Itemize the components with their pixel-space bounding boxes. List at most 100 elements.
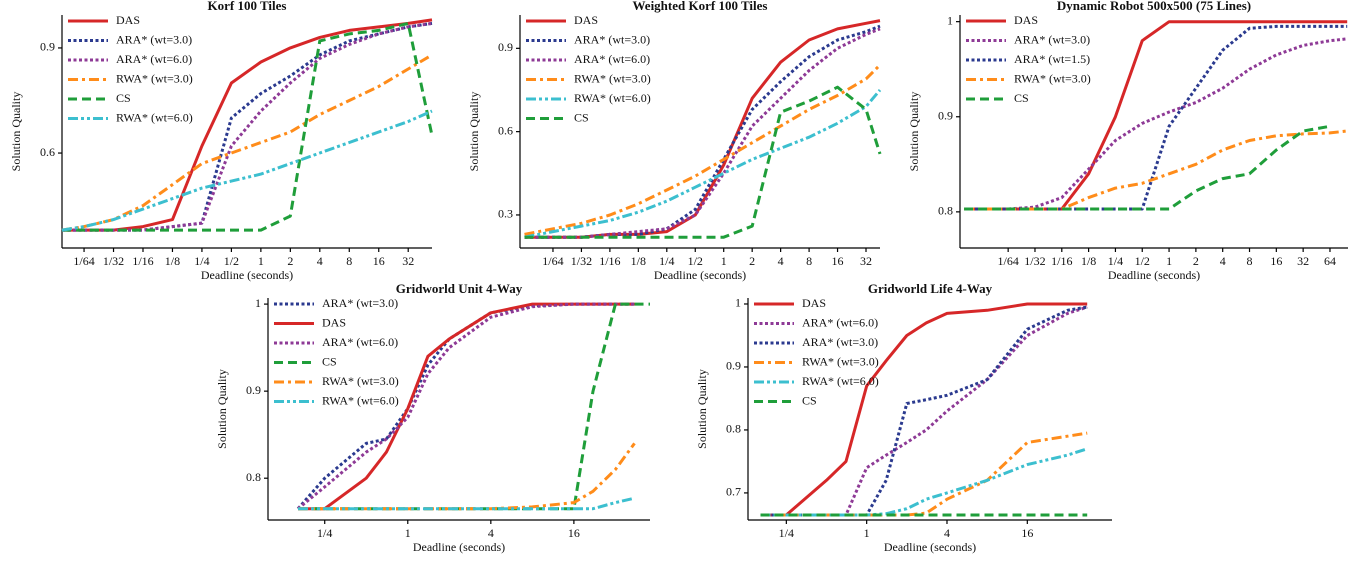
y-tick-label: 0.9 xyxy=(726,359,741,373)
series-line xyxy=(524,85,882,239)
x-tick-label: 1/16 xyxy=(132,254,153,268)
chart-title: Dynamic Robot 500x500 (75 Lines) xyxy=(1057,0,1251,13)
y-axis-label: Solution Quality xyxy=(9,92,23,172)
series-line xyxy=(964,129,1348,211)
y-axis-label: Solution Quality xyxy=(907,92,921,172)
x-tick-label: 1/64 xyxy=(997,254,1018,268)
y-tick-label: 0.6 xyxy=(498,123,513,137)
legend-label: RWA* (wt=3.0) xyxy=(802,354,879,368)
x-tick-label: 8 xyxy=(806,254,812,268)
x-tick-label: 1/64 xyxy=(542,254,563,268)
x-tick-label: 1/4 xyxy=(194,254,209,268)
chart: Korf 100 Tiles 0.6 0.9 1/64 1/32 1/16 1/8 1/4 1/… xyxy=(9,0,434,282)
x-tick-label: 1/8 xyxy=(1081,254,1096,268)
legend-label: DAS xyxy=(116,13,140,27)
x-tick-label: 1/2 xyxy=(1135,254,1150,268)
series-line xyxy=(297,302,635,510)
series-line xyxy=(62,21,434,232)
series-line xyxy=(760,431,1088,517)
legend-label: ARA* (wt=6.0) xyxy=(322,335,398,349)
x-tick-label: 32 xyxy=(402,254,414,268)
legend-label: RWA* (wt=3.0) xyxy=(574,71,651,85)
legend-label: CS xyxy=(1014,91,1029,105)
series-line xyxy=(61,109,433,232)
legend-label: DAS xyxy=(1014,13,1038,27)
legend-label: RWA* (wt=3.0) xyxy=(116,71,193,85)
x-tick-label: 1/4 xyxy=(779,526,794,540)
x-axis-label: Deadline (seconds) xyxy=(884,540,976,554)
x-tick-label: 16 xyxy=(1021,526,1033,540)
x-tick-label: 1/8 xyxy=(631,254,646,268)
y-tick-label: 1 xyxy=(735,296,741,310)
series-line xyxy=(524,63,882,236)
x-tick-label: 1/16 xyxy=(1051,254,1072,268)
chart: Gridworld Life 4-Way 0.7 0.8 0.9 1 1/4 1 4 16 Dea… xyxy=(695,281,1112,554)
chart: Gridworld Unit 4-Way 0.8 0.9 1 1/4 1 4 16 Deadli… xyxy=(215,281,650,554)
y-axis-label: Solution Quality xyxy=(215,369,229,449)
x-tick-label: 1/16 xyxy=(599,254,620,268)
x-axis-label: Deadline (seconds) xyxy=(654,268,746,282)
x-tick-label: 1 xyxy=(405,526,411,540)
legend-label: ARA* (wt=6.0) xyxy=(116,52,192,66)
x-tick-label: 4 xyxy=(488,526,494,540)
x-tick-label: 1/4 xyxy=(659,254,674,268)
y-tick-label: 0.9 xyxy=(40,40,55,54)
x-tick-label: 16 xyxy=(1270,254,1282,268)
y-tick-label: 0.6 xyxy=(40,145,55,159)
y-tick-label: 1 xyxy=(255,296,261,310)
x-axis-label: Deadline (seconds) xyxy=(413,540,505,554)
x-tick-label: 16 xyxy=(373,254,385,268)
series-line xyxy=(524,89,882,239)
y-tick-label: 0.9 xyxy=(938,109,953,123)
legend-label: RWA* (wt=3.0) xyxy=(1014,71,1091,85)
x-tick-label: 1/4 xyxy=(1108,254,1123,268)
y-tick-label: 0.8 xyxy=(938,204,953,218)
y-tick-label: 0.8 xyxy=(726,422,741,436)
x-tick-label: 1 xyxy=(1166,254,1172,268)
y-axis-label: Solution Quality xyxy=(467,92,481,172)
chart-title: Gridworld Life 4-Way xyxy=(868,281,993,296)
x-tick-label: 1/32 xyxy=(571,254,592,268)
x-tick-label: 1/2 xyxy=(688,254,703,268)
legend-label: DAS xyxy=(322,315,346,329)
x-tick-label: 8 xyxy=(346,254,352,268)
x-tick-label: 2 xyxy=(749,254,755,268)
legend-label: CS xyxy=(116,91,131,105)
legend-label: CS xyxy=(802,393,817,407)
x-tick-label: 4 xyxy=(317,254,323,268)
y-tick-label: 1 xyxy=(947,13,953,27)
x-tick-label: 2 xyxy=(1193,254,1199,268)
legend-label: ARA* (wt=6.0) xyxy=(802,315,878,329)
legend-label: RWA* (wt=6.0) xyxy=(116,110,193,124)
y-tick-label: 0.8 xyxy=(246,470,261,484)
x-axis-label: Deadline (seconds) xyxy=(201,268,293,282)
y-tick-label: 0.7 xyxy=(726,485,741,499)
x-tick-label: 32 xyxy=(1297,254,1309,268)
series-line xyxy=(964,124,1331,211)
legend-label: ARA* (wt=3.0) xyxy=(322,296,398,310)
legend-label: CS xyxy=(574,110,589,124)
x-tick-label: 32 xyxy=(860,254,872,268)
y-axis-label: Solution Quality xyxy=(695,369,709,449)
x-tick-label: 4 xyxy=(778,254,784,268)
legend-label: ARA* (wt=3.0) xyxy=(1014,32,1090,46)
legend-label: RWA* (wt=6.0) xyxy=(322,393,399,407)
x-axis-label: Deadline (seconds) xyxy=(1108,268,1200,282)
x-tick-label: 16 xyxy=(568,526,580,540)
x-tick-label: 1/32 xyxy=(1024,254,1045,268)
legend-label: ARA* (wt=3.0) xyxy=(574,32,650,46)
x-tick-label: 2 xyxy=(287,254,293,268)
x-tick-label: 1/32 xyxy=(103,254,124,268)
x-tick-label: 16 xyxy=(832,254,844,268)
y-tick-label: 0.9 xyxy=(498,40,513,54)
x-tick-label: 1 xyxy=(258,254,264,268)
x-tick-label: 1/8 xyxy=(165,254,180,268)
x-tick-label: 1/64 xyxy=(73,254,94,268)
series-line xyxy=(964,37,1348,211)
chart-title: Gridworld Unit 4-Way xyxy=(396,281,523,296)
legend-label: ARA* (wt=6.0) xyxy=(574,52,650,66)
x-tick-label: 4 xyxy=(944,526,950,540)
chart: Weighted Korf 100 Tiles 0.3 0.6 0.9 1/64 1/32… xyxy=(467,0,882,282)
